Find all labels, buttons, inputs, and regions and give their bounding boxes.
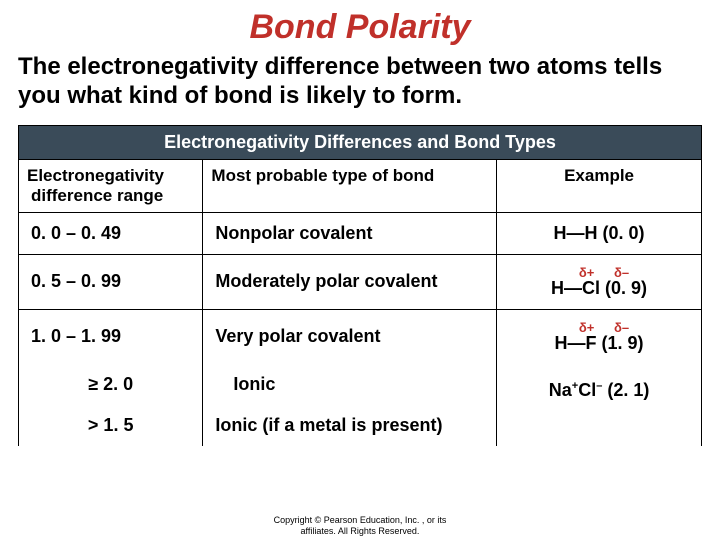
cell-example-3: Na+Cl– (2. 1) (497, 364, 702, 446)
cell-range-4: > 1. 5 (19, 405, 203, 446)
cell-example-2: δ+ δ– H—F (1. 9) (497, 309, 702, 364)
cell-example-0: H—H (0. 0) (497, 212, 702, 254)
example-text-2: H—F (1. 9) (509, 333, 689, 354)
slide: Bond Polarity The electronegativity diff… (0, 0, 720, 540)
cell-bond-4: Ionic (if a metal is present) (203, 405, 497, 446)
cell-range-1: 0. 5 – 0. 99 (19, 254, 203, 309)
subtitle-text: The electronegativity difference between… (18, 53, 702, 111)
header-col2: Most probable type of bond (203, 159, 497, 212)
cell-range-2: 1. 0 – 1. 99 (19, 309, 203, 364)
cell-range-0: 0. 0 – 0. 49 (19, 212, 203, 254)
bond-table: Electronegativity Differences and Bond T… (18, 125, 702, 446)
cell-bond-3: Ionic (203, 364, 497, 405)
header-col1-line1: Electronegativity (27, 166, 164, 185)
header-col3: Example (497, 159, 702, 212)
table-row: 0. 5 – 0. 99 Moderately polar covalent δ… (19, 254, 702, 309)
page-title: Bond Polarity (18, 8, 702, 47)
header-col1: Electronegativity difference range (19, 159, 203, 212)
cell-bond-1: Moderately polar covalent (203, 254, 497, 309)
copyright-line1: Copyright © Pearson Education, Inc. , or… (274, 515, 447, 525)
table-header-row: Electronegativity difference range Most … (19, 159, 702, 212)
cell-example-1: δ+ δ– H—Cl (0. 9) (497, 254, 702, 309)
cell-bond-0: Nonpolar covalent (203, 212, 497, 254)
cell-bond-2: Very polar covalent (203, 309, 497, 364)
example-text-1: H—Cl (0. 9) (509, 278, 689, 299)
example-text-0: H—H (0. 0) (509, 223, 689, 244)
copyright-text: Copyright © Pearson Education, Inc. , or… (0, 515, 720, 536)
copyright-line2: affiliates. All Rights Reserved. (301, 526, 420, 536)
table-row: 1. 0 – 1. 99 Very polar covalent δ+ δ– H… (19, 309, 702, 364)
table-row: 0. 0 – 0. 49 Nonpolar covalent H—H (0. 0… (19, 212, 702, 254)
header-col1-line2: difference range (27, 186, 163, 205)
example-text-3: Na+Cl– (2. 1) (549, 380, 650, 400)
table-title-row: Electronegativity Differences and Bond T… (19, 125, 702, 159)
table-row: ≥ 2. 0 Ionic Na+Cl– (2. 1) (19, 364, 702, 405)
table-title-cell: Electronegativity Differences and Bond T… (19, 125, 702, 159)
cell-range-3: ≥ 2. 0 (19, 364, 203, 405)
